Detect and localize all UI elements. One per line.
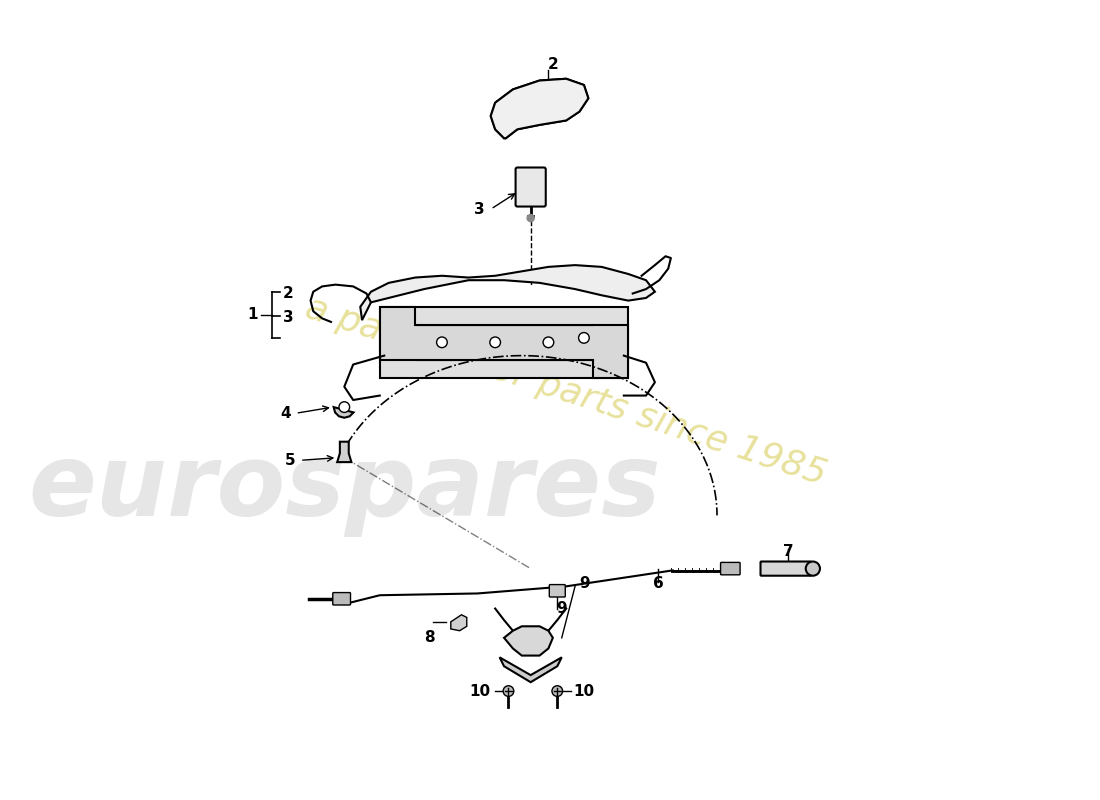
Polygon shape bbox=[491, 78, 588, 138]
Text: 5: 5 bbox=[285, 453, 296, 468]
Circle shape bbox=[503, 686, 514, 696]
Circle shape bbox=[437, 337, 448, 348]
Circle shape bbox=[579, 333, 590, 343]
Polygon shape bbox=[451, 614, 466, 630]
FancyBboxPatch shape bbox=[333, 593, 351, 605]
Polygon shape bbox=[499, 658, 562, 682]
Text: 2: 2 bbox=[283, 286, 294, 301]
Text: 6: 6 bbox=[653, 576, 663, 590]
Text: 3: 3 bbox=[474, 202, 484, 217]
FancyBboxPatch shape bbox=[549, 585, 565, 597]
Circle shape bbox=[339, 402, 350, 413]
Text: 7: 7 bbox=[783, 544, 793, 558]
Circle shape bbox=[552, 686, 562, 696]
FancyBboxPatch shape bbox=[760, 562, 811, 576]
Text: 10: 10 bbox=[573, 683, 594, 698]
Polygon shape bbox=[361, 265, 654, 320]
Text: 2: 2 bbox=[548, 57, 558, 72]
Circle shape bbox=[543, 337, 553, 348]
Circle shape bbox=[490, 337, 500, 348]
FancyBboxPatch shape bbox=[720, 562, 740, 575]
Polygon shape bbox=[333, 407, 353, 418]
Polygon shape bbox=[504, 626, 553, 655]
Polygon shape bbox=[338, 442, 351, 462]
Text: 9: 9 bbox=[580, 576, 590, 591]
Polygon shape bbox=[379, 307, 628, 378]
Text: 9: 9 bbox=[557, 601, 566, 616]
Text: a passion for parts since 1985: a passion for parts since 1985 bbox=[301, 290, 830, 492]
Text: 3: 3 bbox=[283, 310, 294, 325]
Polygon shape bbox=[379, 307, 628, 378]
Text: 1: 1 bbox=[248, 307, 258, 322]
Text: eurospares: eurospares bbox=[28, 440, 661, 538]
Text: 8: 8 bbox=[425, 630, 435, 646]
Circle shape bbox=[527, 214, 535, 222]
Circle shape bbox=[806, 562, 820, 576]
Text: 4: 4 bbox=[280, 406, 292, 421]
Text: 10: 10 bbox=[470, 683, 491, 698]
FancyBboxPatch shape bbox=[516, 167, 546, 206]
